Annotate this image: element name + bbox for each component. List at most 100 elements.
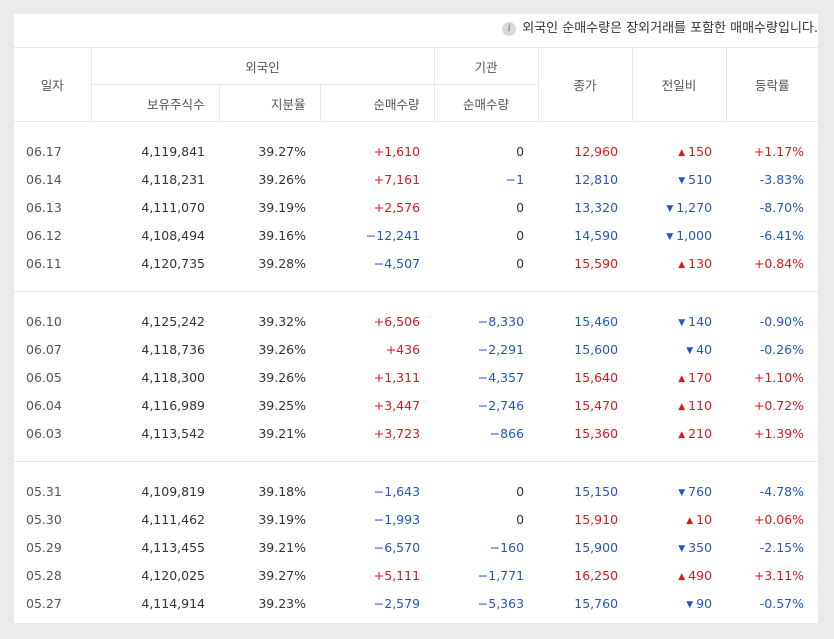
- cell-foreign-net: +3,447: [373, 397, 421, 413]
- cell-holdings: 4,120,025: [141, 567, 205, 583]
- cell-change: 10: [632, 505, 726, 533]
- cell-share: 39.28%: [258, 255, 306, 271]
- cell-foreign-net: +7,161: [373, 171, 421, 187]
- header-rate: 등락률: [725, 47, 818, 122]
- group-divider: [14, 447, 818, 462]
- table-row: 06.10 4,125,242 39.32% +6,506 −8,330 15,460 14…: [14, 307, 818, 335]
- cell-institution-net: −1,771: [477, 567, 525, 583]
- cell-holdings: 4,118,736: [141, 341, 205, 357]
- cell-change: 40: [632, 335, 726, 363]
- cell-institution-net: −2,746: [477, 397, 525, 413]
- triangle-up-icon: 110: [678, 398, 712, 413]
- cell-institution-net: −160: [489, 539, 525, 555]
- info-note-text: 외국인 순매수량은 장외거래를 포함한 매매수량입니다.: [522, 21, 818, 36]
- cell-holdings: 4,125,242: [141, 313, 205, 329]
- table-header: 일자 외국인 기관 종가 전일비 등락률 보유주식수 지분율 순매수량 순매수량: [14, 47, 818, 122]
- info-note: i 외국인 순매수량은 장외거래를 포함한 매매수량입니다.: [14, 14, 818, 47]
- group-divider: [14, 617, 818, 623]
- cell-share: 39.26%: [258, 369, 306, 385]
- cell-holdings: 4,118,300: [141, 369, 205, 385]
- triangle-down-icon: 1,000: [666, 228, 712, 243]
- cell-close: 15,470: [574, 397, 619, 413]
- cell-close: 13,320: [574, 199, 619, 215]
- cell-date: 05.30: [26, 511, 62, 527]
- triangle-up-icon: 490: [678, 568, 712, 583]
- cell-share: 39.21%: [258, 539, 306, 555]
- cell-rate: +1.10%: [753, 369, 805, 385]
- triangle-up-icon: 150: [678, 144, 712, 159]
- table-row: 06.12 4,108,494 39.16% −12,241 0 14,590 1,000 -…: [14, 221, 818, 249]
- header-share: 지분율: [218, 84, 320, 122]
- table-row: 05.29 4,113,455 39.21% −6,570 −160 15,900 350 -…: [14, 533, 818, 561]
- cell-change: 210: [632, 419, 726, 447]
- triangle-up-icon: 10: [686, 512, 712, 527]
- triangle-up-icon: 210: [678, 426, 712, 441]
- foreign-institution-trading-panel: i 외국인 순매수량은 장외거래를 포함한 매매수량입니다. 일자 외국인 기관 …: [14, 14, 818, 623]
- group-spacer: [14, 122, 818, 138]
- header-date: 일자: [14, 47, 91, 122]
- info-icon: i: [502, 22, 517, 36]
- cell-close: 16,250: [574, 567, 619, 583]
- cell-share: 39.25%: [258, 397, 306, 413]
- cell-holdings: 4,116,989: [141, 397, 205, 413]
- cell-change: 110: [632, 391, 726, 419]
- cell-foreign-net: +3,723: [373, 425, 421, 441]
- cell-date: 06.14: [26, 171, 62, 187]
- cell-foreign-net: −12,241: [365, 227, 421, 243]
- cell-holdings: 4,119,841: [141, 143, 205, 159]
- table-row: 05.30 4,111,462 39.19% −1,993 0 15,910 10 +0.06…: [14, 505, 818, 533]
- cell-share: 39.27%: [258, 143, 306, 159]
- cell-share: 39.27%: [258, 567, 306, 583]
- group-divider: [14, 277, 818, 292]
- cell-rate: +0.06%: [753, 511, 805, 527]
- table-row: 06.03 4,113,542 39.21% +3,723 −866 15,360 210 +…: [14, 419, 818, 447]
- cell-holdings: 4,113,455: [141, 539, 205, 555]
- cell-date: 06.12: [26, 227, 62, 243]
- table-row: 05.31 4,109,819 39.18% −1,643 0 15,150 760 -4.7…: [14, 477, 818, 505]
- cell-close: 14,590: [574, 227, 619, 243]
- table-row: 06.11 4,120,735 39.28% −4,507 0 15,590 130 +0.8…: [14, 249, 818, 277]
- cell-date: 05.29: [26, 539, 62, 555]
- table-row: 06.17 4,119,841 39.27% +1,610 0 12,960 150 +1.1…: [14, 137, 818, 165]
- cell-rate: +1.17%: [753, 143, 805, 159]
- cell-rate: +0.72%: [753, 397, 805, 413]
- cell-change: 350: [632, 533, 726, 561]
- cell-change: 510: [632, 165, 726, 193]
- cell-foreign-net: +436: [385, 341, 421, 357]
- cell-share: 39.21%: [258, 425, 306, 441]
- header-change: 전일비: [631, 47, 727, 122]
- cell-foreign-net: −1,643: [373, 483, 421, 499]
- cell-change: 130: [632, 249, 726, 277]
- cell-close: 15,150: [574, 483, 619, 499]
- cell-close: 15,640: [574, 369, 619, 385]
- cell-close: 15,460: [574, 313, 619, 329]
- cell-foreign-net: +2,576: [373, 199, 421, 215]
- cell-date: 06.17: [26, 143, 62, 159]
- cell-institution-net: 0: [516, 143, 525, 159]
- cell-change: 760: [632, 477, 726, 505]
- cell-close: 12,810: [574, 171, 619, 187]
- cell-date: 06.13: [26, 199, 62, 215]
- cell-close: 15,600: [574, 341, 619, 357]
- cell-rate: -0.57%: [759, 595, 805, 611]
- cell-close: 15,760: [574, 595, 619, 611]
- table-row: 05.27 4,114,914 39.23% −2,579 −5,363 15,760 90…: [14, 589, 818, 617]
- cell-rate: -6.41%: [759, 227, 805, 243]
- cell-holdings: 4,113,542: [141, 425, 205, 441]
- cell-change: 1,000: [632, 221, 726, 249]
- cell-change: 140: [632, 307, 726, 335]
- header-institution: 기관: [433, 47, 539, 85]
- cell-holdings: 4,114,914: [141, 595, 205, 611]
- cell-institution-net: −5,363: [477, 595, 525, 611]
- cell-change: 1,270: [632, 193, 726, 221]
- triangle-down-icon: 510: [678, 172, 712, 187]
- cell-rate: +1.39%: [753, 425, 805, 441]
- cell-close: 12,960: [574, 143, 619, 159]
- cell-holdings: 4,111,070: [141, 199, 205, 215]
- cell-close: 15,590: [574, 255, 619, 271]
- cell-institution-net: 0: [516, 483, 525, 499]
- triangle-down-icon: 760: [678, 484, 712, 499]
- cell-rate: +0.84%: [753, 255, 805, 271]
- cell-institution-net: 0: [516, 199, 525, 215]
- cell-foreign-net: +6,506: [373, 313, 421, 329]
